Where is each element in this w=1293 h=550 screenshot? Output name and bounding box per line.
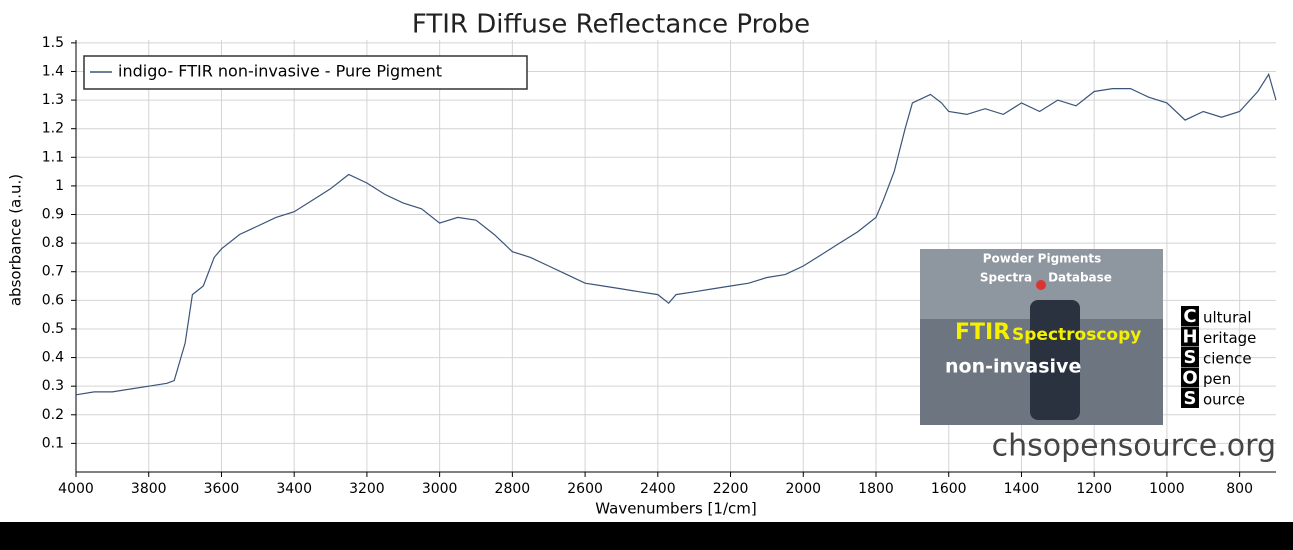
y-tick-label: 1.2 [42, 121, 64, 137]
logo-light [1036, 280, 1046, 290]
y-tick-label: 1.5 [42, 35, 64, 51]
y-tick-label: 1.4 [42, 63, 64, 79]
legend-box [83, 55, 528, 90]
legend: indigo- FTIR non-invasive - Pure Pigment [83, 55, 528, 90]
y-tick-label: 0.1 [42, 435, 64, 451]
x-tick-label: 1600 [931, 481, 967, 497]
chsos-letter: S [1184, 388, 1197, 409]
y-axis-label: absorbance (a.u.) [7, 174, 25, 306]
x-tick-label: 2200 [713, 481, 749, 497]
logo-text: FTIR [955, 320, 1010, 345]
x-axis-label: Wavenumbers [1/cm] [595, 500, 756, 518]
logo-text: Spectra [980, 271, 1032, 285]
x-tick-label: 1000 [1149, 481, 1185, 497]
chsos-block [1181, 388, 1199, 408]
legend-label: indigo- FTIR non-invasive - Pure Pigment [118, 62, 442, 81]
logo-device [1030, 300, 1080, 420]
x-tick-label: 2600 [567, 481, 603, 497]
y-tick-label: 0.6 [42, 292, 64, 308]
x-tick-label: 3400 [276, 481, 312, 497]
website: chsopensource.org [992, 429, 1276, 464]
plot [75, 72, 1277, 396]
y-tick-label: 1.3 [42, 92, 64, 108]
y-tick-label: 0.5 [42, 321, 64, 337]
x-tick-label: 2800 [495, 481, 531, 497]
bottom-bar [0, 522, 1293, 550]
y-tick-label: 0.8 [42, 235, 64, 251]
series-line [75, 72, 1277, 396]
logo-text: Database [1048, 271, 1112, 285]
y-tick-label: 0.7 [42, 264, 64, 280]
y-tick-label: 0.4 [42, 350, 64, 366]
x-tick-label: 3200 [349, 481, 385, 497]
chsos-letter: O [1182, 368, 1197, 389]
y-tick-label: 1.1 [42, 149, 64, 165]
x-tick-label: 1400 [1004, 481, 1040, 497]
chsos-word: ultural [1203, 309, 1252, 327]
chsos-block [1181, 306, 1199, 326]
logo-text: Powder Pigments [983, 252, 1102, 266]
x-tick-label: 3000 [422, 481, 458, 497]
x-tick-label: 1800 [858, 481, 894, 497]
chsos-block [1181, 367, 1199, 388]
chsos-word: cience [1203, 350, 1252, 368]
x-tick-label: 4000 [58, 481, 94, 497]
x-tick-label: 800 [1226, 481, 1253, 497]
chsos-block [1181, 347, 1199, 367]
y-tick-label: 1 [55, 178, 64, 194]
logo: Powder Pigments Spectra Database FTIR Sp… [920, 249, 1163, 425]
chsos-letter: S [1184, 347, 1197, 368]
chsos-letter: C [1183, 306, 1196, 327]
y-tick-label: 0.2 [42, 407, 64, 423]
x-tick-label: 2400 [640, 481, 676, 497]
x-tick-label: 1200 [1076, 481, 1112, 497]
chart-title: FTIR Diffuse Reflectance Probe [412, 10, 810, 40]
logo-text: non-invasive [945, 356, 1081, 378]
x-tick-label: 3600 [204, 481, 240, 497]
x-tick-label: 3800 [131, 481, 167, 497]
chsos-block [1181, 326, 1199, 347]
chsos-word: ource [1203, 391, 1245, 409]
chsos-letter: H [1182, 327, 1197, 348]
chsos-word: eritage [1203, 329, 1256, 347]
y-tick-label: 0.3 [42, 378, 64, 394]
logo-text: Spectroscopy [1012, 325, 1141, 345]
chsos-word: pen [1203, 370, 1231, 388]
x-tick-label: 2000 [785, 481, 821, 497]
y-tick-label: 0.9 [42, 207, 64, 223]
